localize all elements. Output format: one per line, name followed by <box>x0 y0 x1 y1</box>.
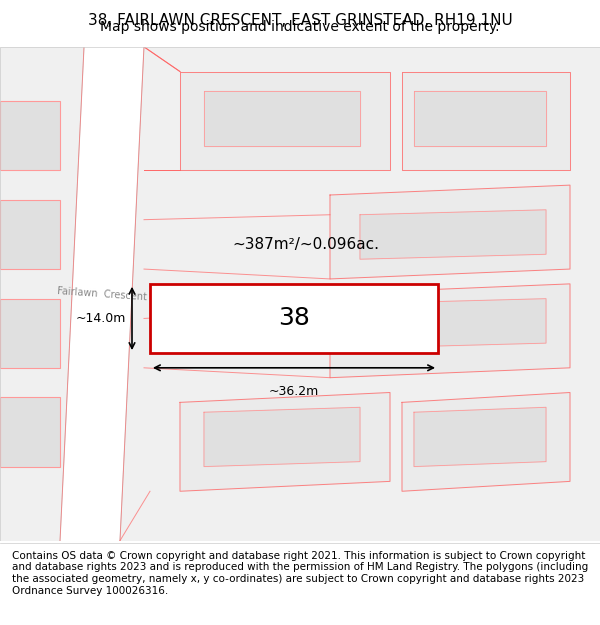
Bar <box>0 299 60 368</box>
Polygon shape <box>60 47 144 541</box>
Polygon shape <box>360 299 546 348</box>
Bar <box>150 284 438 353</box>
Bar <box>0 398 60 466</box>
Text: 38, FAIRLAWN CRESCENT, EAST GRINSTEAD, RH19 1NU: 38, FAIRLAWN CRESCENT, EAST GRINSTEAD, R… <box>88 13 512 28</box>
Text: 38: 38 <box>278 306 310 331</box>
Polygon shape <box>330 284 570 378</box>
Text: Fairlawn  Crescent: Fairlawn Crescent <box>57 286 147 302</box>
Text: ~36.2m: ~36.2m <box>269 385 319 398</box>
Polygon shape <box>402 392 570 491</box>
Text: ~387m²/~0.096ac.: ~387m²/~0.096ac. <box>233 237 380 252</box>
Text: Map shows position and indicative extent of the property.: Map shows position and indicative extent… <box>100 20 500 34</box>
Polygon shape <box>180 392 390 491</box>
Polygon shape <box>204 91 360 146</box>
Polygon shape <box>414 91 546 146</box>
Polygon shape <box>330 185 570 279</box>
Polygon shape <box>402 71 570 170</box>
Polygon shape <box>360 210 546 259</box>
Text: Contains OS data © Crown copyright and database right 2021. This information is : Contains OS data © Crown copyright and d… <box>12 551 588 596</box>
Text: ~14.0m: ~14.0m <box>76 312 126 325</box>
Polygon shape <box>204 408 360 466</box>
Polygon shape <box>180 71 390 170</box>
Polygon shape <box>414 408 546 466</box>
Bar <box>0 200 60 269</box>
Bar <box>0 101 60 170</box>
